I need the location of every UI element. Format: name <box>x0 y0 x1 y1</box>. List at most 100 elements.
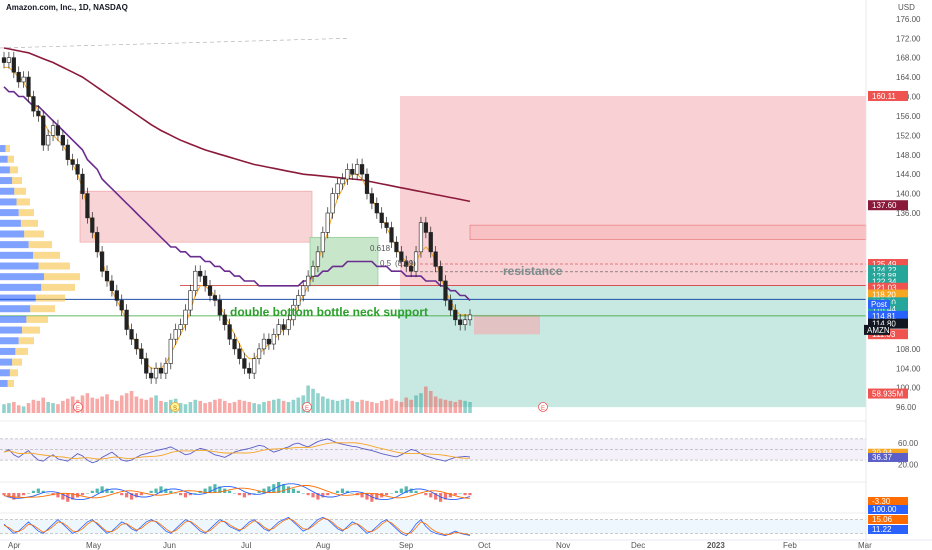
time-tick-label: May <box>86 541 101 550</box>
volume-bar <box>291 399 296 413</box>
macd-histogram-bar <box>178 493 183 496</box>
macd-histogram-bar <box>282 484 286 493</box>
volume-bar <box>80 395 85 413</box>
annotations: resistance double bottom bottle neck sup… <box>230 244 563 319</box>
macd-histogram-bar <box>286 486 291 493</box>
candle-body <box>286 319 291 330</box>
time-tick-label: Sep <box>399 541 414 550</box>
macd-histogram-bar <box>443 493 448 500</box>
candle-body <box>247 368 252 374</box>
candle-body <box>46 135 51 146</box>
volume-profile-down-bar <box>16 198 30 206</box>
volume-bar <box>21 406 26 413</box>
macd-histogram-bar <box>453 493 457 496</box>
candle-body <box>320 232 325 253</box>
volume-bar <box>242 400 247 413</box>
volume-profile-up-bar <box>0 262 39 270</box>
price-badge <box>868 289 908 300</box>
volume-bar <box>325 398 330 413</box>
macd-histogram-bar <box>385 493 389 496</box>
candle-body <box>129 329 134 340</box>
macd-histogram-bar <box>41 490 45 493</box>
volume-bar <box>428 391 433 413</box>
macd-histogram-bar <box>188 493 192 496</box>
candle-body <box>193 270 198 291</box>
macd-value-badge <box>868 505 908 514</box>
macd-histogram-bar <box>149 490 153 493</box>
chart-title: Amazon.com, Inc., 1D, NASDAQ <box>6 3 128 12</box>
volume-bar <box>394 400 399 413</box>
volume-profile-down-bar <box>41 283 75 291</box>
volume-profile-up-bar <box>0 326 22 334</box>
volume-bar <box>276 398 281 413</box>
volume-profile-down-bar <box>33 251 60 259</box>
price-badge <box>868 310 908 321</box>
candle-body <box>144 358 149 374</box>
time-tick-label: Mar <box>858 541 872 550</box>
price-badge <box>868 276 908 287</box>
price-axis[interactable]: 176.00 172.00 168.00 164.00 160.00 156.00 152.… <box>865 0 921 550</box>
price-tick-label: 164.00 <box>896 73 921 82</box>
volume-profile-up-bar <box>0 219 21 227</box>
candle-body <box>428 232 433 253</box>
candle-body <box>21 76 26 83</box>
candle-body <box>389 227 394 243</box>
volume-profile-up-bar <box>0 230 25 238</box>
macd-histogram-bar <box>375 493 379 500</box>
stoch-d-line <box>3 518 471 536</box>
rsi-tick-label: 60.00 <box>898 439 919 448</box>
candle-body <box>227 324 232 340</box>
macd-value-label: 100.00 <box>872 505 897 514</box>
volume-profile-up-bar <box>0 251 33 259</box>
candle-body <box>281 324 286 330</box>
event-marker-label: E <box>305 406 309 412</box>
rsi-ma-line <box>3 442 471 460</box>
price-badge-label: 125.49 <box>872 260 897 269</box>
macd-histogram-bar <box>169 490 173 493</box>
price-badge-label: 118.20 <box>872 291 896 300</box>
volume-bar <box>208 402 212 413</box>
volume-bar <box>384 399 389 413</box>
volume-bar <box>56 404 60 413</box>
candle-body <box>163 363 168 374</box>
volume-bar <box>12 402 16 413</box>
candle-body <box>90 217 95 233</box>
resistance-band <box>469 224 867 240</box>
volume-bar <box>365 400 369 413</box>
candle-body <box>409 266 414 272</box>
macd-histogram-bar <box>404 486 408 493</box>
time-tick-label: 2023 <box>707 541 725 550</box>
volume-bar <box>213 399 217 413</box>
volume-bar <box>2 404 6 413</box>
volume-profile-down-bar <box>9 166 18 174</box>
volume-bar <box>139 398 144 413</box>
price-badge-label: 58.935M <box>872 390 903 399</box>
volume-bar <box>188 402 193 413</box>
stoch-value-label: 11.22 <box>872 525 892 534</box>
time-axis[interactable]: Apr May Jun Jul Aug Sep Oct Nov Dec 2023 Feb Mar <box>0 539 932 550</box>
volume-profile-up-bar <box>0 369 10 377</box>
volume-bar <box>433 396 438 413</box>
volume-profile-up-bar <box>0 241 29 249</box>
macd-histogram-bar <box>95 488 99 493</box>
volume-bar <box>443 399 448 413</box>
candle-body <box>330 193 335 214</box>
price-tick-label: 160.00 <box>896 93 921 102</box>
macd-histogram-bar <box>414 490 418 493</box>
candle-body <box>315 251 321 267</box>
volume-profile-down-bar <box>9 369 18 377</box>
macd-histogram-bar <box>429 493 433 498</box>
candle-body <box>6 57 12 63</box>
macd-histogram-bar <box>56 493 60 498</box>
volume-bar <box>419 393 423 413</box>
candle-body <box>413 251 419 272</box>
candle-body <box>256 348 262 359</box>
macd-histogram-bar <box>183 493 188 498</box>
ticker-tag-label: AMZN <box>867 326 890 335</box>
price-tick-label: 172.00 <box>896 34 921 43</box>
volume-bar <box>36 400 41 413</box>
candle-body <box>173 329 178 340</box>
volume-bar <box>144 399 149 413</box>
